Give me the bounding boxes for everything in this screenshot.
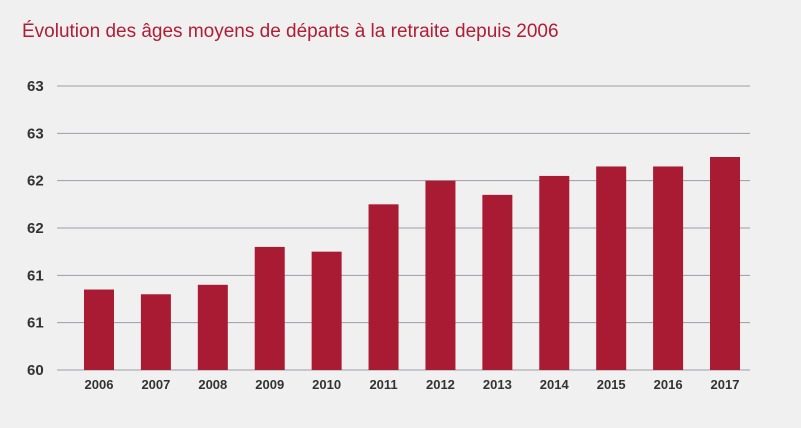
x-tick-label-2015: 2015	[597, 377, 626, 392]
bar-2015	[596, 166, 627, 370]
bar-2016	[653, 166, 684, 370]
x-axis-ticks: 2006 2007 2008 2009 2010 2011 2012 2013 2014 2015…	[85, 377, 740, 392]
bars	[84, 157, 740, 370]
x-tick-label-2009: 2009	[255, 377, 284, 392]
y-tick-label: 60	[27, 362, 44, 379]
y-axis-ticks: 60 61 61 62 62 63 63	[27, 78, 44, 379]
bar-2014	[539, 175, 570, 370]
x-tick-label-2017: 2017	[711, 377, 740, 392]
x-tick-label-2016: 2016	[654, 377, 683, 392]
x-tick-label-2006: 2006	[85, 377, 114, 392]
gridlines	[57, 85, 750, 371]
chart-title: Évolution des âges moyens de départs à l…	[22, 21, 559, 42]
x-tick-label-2007: 2007	[141, 377, 170, 392]
x-tick-label-2013: 2013	[483, 377, 512, 392]
bar-2012	[425, 180, 456, 370]
bar-2017	[710, 157, 740, 370]
y-tick-label: 61	[27, 267, 44, 284]
y-tick-label: 62	[27, 173, 44, 190]
bar-2006	[84, 289, 114, 370]
y-tick-label: 63	[27, 125, 44, 142]
bar-2007	[140, 294, 171, 370]
x-tick-label-2010: 2010	[312, 377, 341, 392]
x-tick-label-2014: 2014	[540, 377, 570, 392]
y-tick-label: 62	[27, 220, 44, 237]
x-tick-label-2011: 2011	[369, 377, 397, 392]
x-tick-label-2008: 2008	[198, 377, 227, 392]
y-tick-label: 63	[27, 78, 44, 95]
bar-2009	[254, 246, 285, 370]
bar-2008	[197, 284, 228, 370]
bar-2010	[311, 251, 342, 370]
bar-2011	[368, 204, 399, 370]
x-tick-label-2012: 2012	[426, 377, 455, 392]
y-tick-label: 61	[27, 315, 44, 332]
bar-2013	[482, 194, 513, 370]
